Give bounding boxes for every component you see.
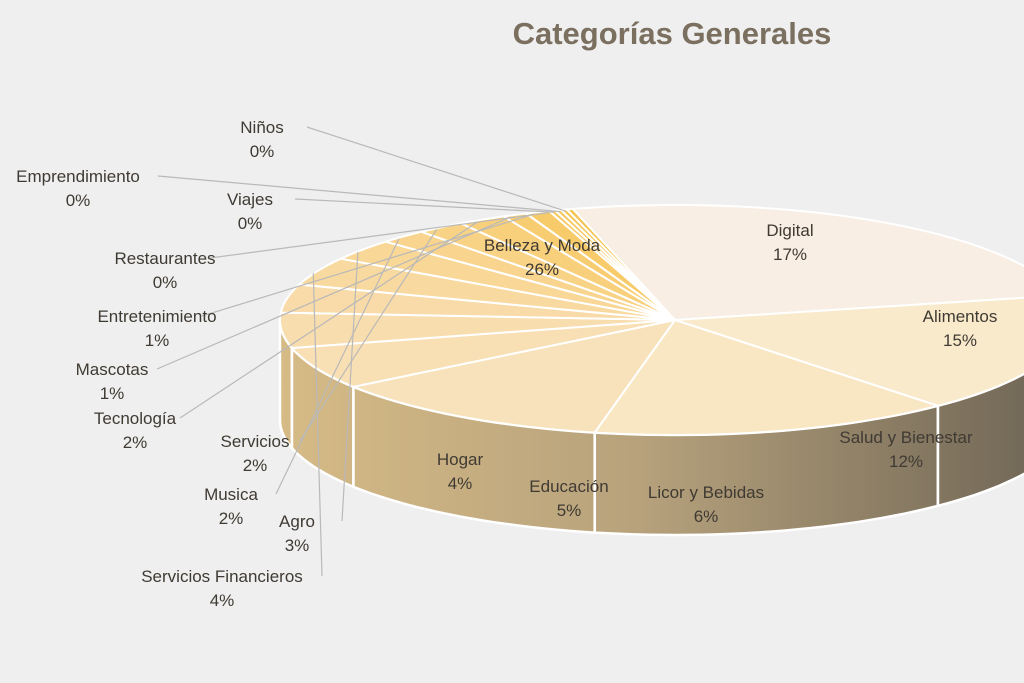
slice-label-servicios-financieros: Servicios Financieros 4% xyxy=(141,567,303,610)
slice-percent: 0% xyxy=(238,214,263,233)
slice-name: Digital xyxy=(766,221,813,240)
slice-label-tecnologia: Tecnología 2% xyxy=(94,409,177,452)
slice-label-mascotas: Mascotas 1% xyxy=(76,360,149,403)
slice-label-restaurantes: Restaurantes 0% xyxy=(114,249,215,292)
slice-name: Belleza y Moda xyxy=(484,236,601,255)
slice-label-agro: Agro 3% xyxy=(279,512,315,555)
slice-percent: 1% xyxy=(145,331,170,350)
slice-name: Emprendimiento xyxy=(16,167,140,186)
slice-name: Alimentos xyxy=(923,307,998,326)
slice-percent: 2% xyxy=(219,509,244,528)
slice-percent: 12% xyxy=(889,452,923,471)
slice-name: Musica xyxy=(204,485,258,504)
slice-name: Salud y Bienestar xyxy=(839,428,973,447)
slice-percent: 26% xyxy=(525,260,559,279)
slice-label-entretenimiento: Entretenimiento 1% xyxy=(97,307,216,350)
slice-percent: 5% xyxy=(557,501,582,520)
slice-name: Tecnología xyxy=(94,409,177,428)
leader-line-emprendimiento xyxy=(158,176,560,212)
slice-label-emprendimiento: Emprendimiento 0% xyxy=(16,167,140,210)
slice-label-servicios: Servicios 2% xyxy=(221,432,290,475)
slice-name: Restaurantes xyxy=(114,249,215,268)
slice-percent: 17% xyxy=(773,245,807,264)
slice-name: Viajes xyxy=(227,190,273,209)
slice-label-musica: Musica 2% xyxy=(204,485,258,528)
slice-name: Mascotas xyxy=(76,360,149,379)
slice-percent: 2% xyxy=(243,456,268,475)
slice-label-viajes: Viajes 0% xyxy=(227,190,273,233)
slice-percent: 4% xyxy=(448,474,473,493)
slice-name: Niños xyxy=(240,118,283,137)
slice-percent: 4% xyxy=(210,591,235,610)
slice-percent: 0% xyxy=(250,142,275,161)
slice-name: Licor y Bebidas xyxy=(648,483,764,502)
slice-name: Entretenimiento xyxy=(97,307,216,326)
slice-percent: 0% xyxy=(153,273,178,292)
slice-label-ninos: Niños 0% xyxy=(240,118,283,161)
slice-name: Servicios Financieros xyxy=(141,567,303,586)
slice-percent: 15% xyxy=(943,331,977,350)
slice-name: Hogar xyxy=(437,450,484,469)
slice-name: Agro xyxy=(279,512,315,531)
slice-name: Educación xyxy=(529,477,608,496)
slice-name: Servicios xyxy=(221,432,290,451)
slice-percent: 2% xyxy=(123,433,148,452)
slice-percent: 0% xyxy=(66,191,91,210)
slice-percent: 6% xyxy=(694,507,719,526)
leader-line-viajes xyxy=(295,199,554,212)
slice-percent: 3% xyxy=(285,536,310,555)
leader-line-ninos xyxy=(307,127,566,211)
slice-percent: 1% xyxy=(100,384,125,403)
